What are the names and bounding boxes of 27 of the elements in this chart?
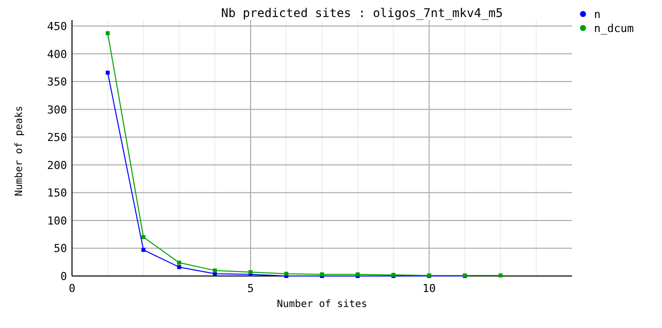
x-tick-label: 10 [422, 282, 436, 295]
y-tick-label: 300 [47, 103, 67, 116]
y-tick-label: 50 [54, 242, 67, 256]
y-tick-label: 0 [60, 270, 67, 283]
x-tick-label: 5 [247, 282, 254, 295]
point [106, 31, 110, 36]
y-tick-label: 200 [47, 158, 67, 172]
point [284, 272, 288, 276]
point [177, 260, 182, 265]
point [177, 265, 182, 270]
x-axis-title: Number of sites [276, 299, 368, 310]
point [498, 273, 503, 278]
x-tick-label: 0 [68, 282, 76, 295]
y-tick-label: 100 [47, 214, 67, 228]
y-tick-label: 400 [47, 48, 67, 61]
y-axis-title: Number of peaks [14, 106, 25, 196]
y-tick-label: 150 [47, 186, 67, 200]
point [212, 268, 217, 272]
point [141, 235, 146, 240]
y-tick-label: 250 [47, 131, 67, 144]
point [141, 248, 146, 252]
chart-title: Nb predicted sites : oligos_7nt_mkv4_m5 [221, 6, 503, 20]
point [106, 70, 110, 75]
y-tick-label: 450 [47, 20, 67, 33]
legend-label: n_dcum [594, 22, 634, 35]
y-tick-label: 350 [47, 76, 67, 89]
legend-label: n [594, 8, 601, 21]
